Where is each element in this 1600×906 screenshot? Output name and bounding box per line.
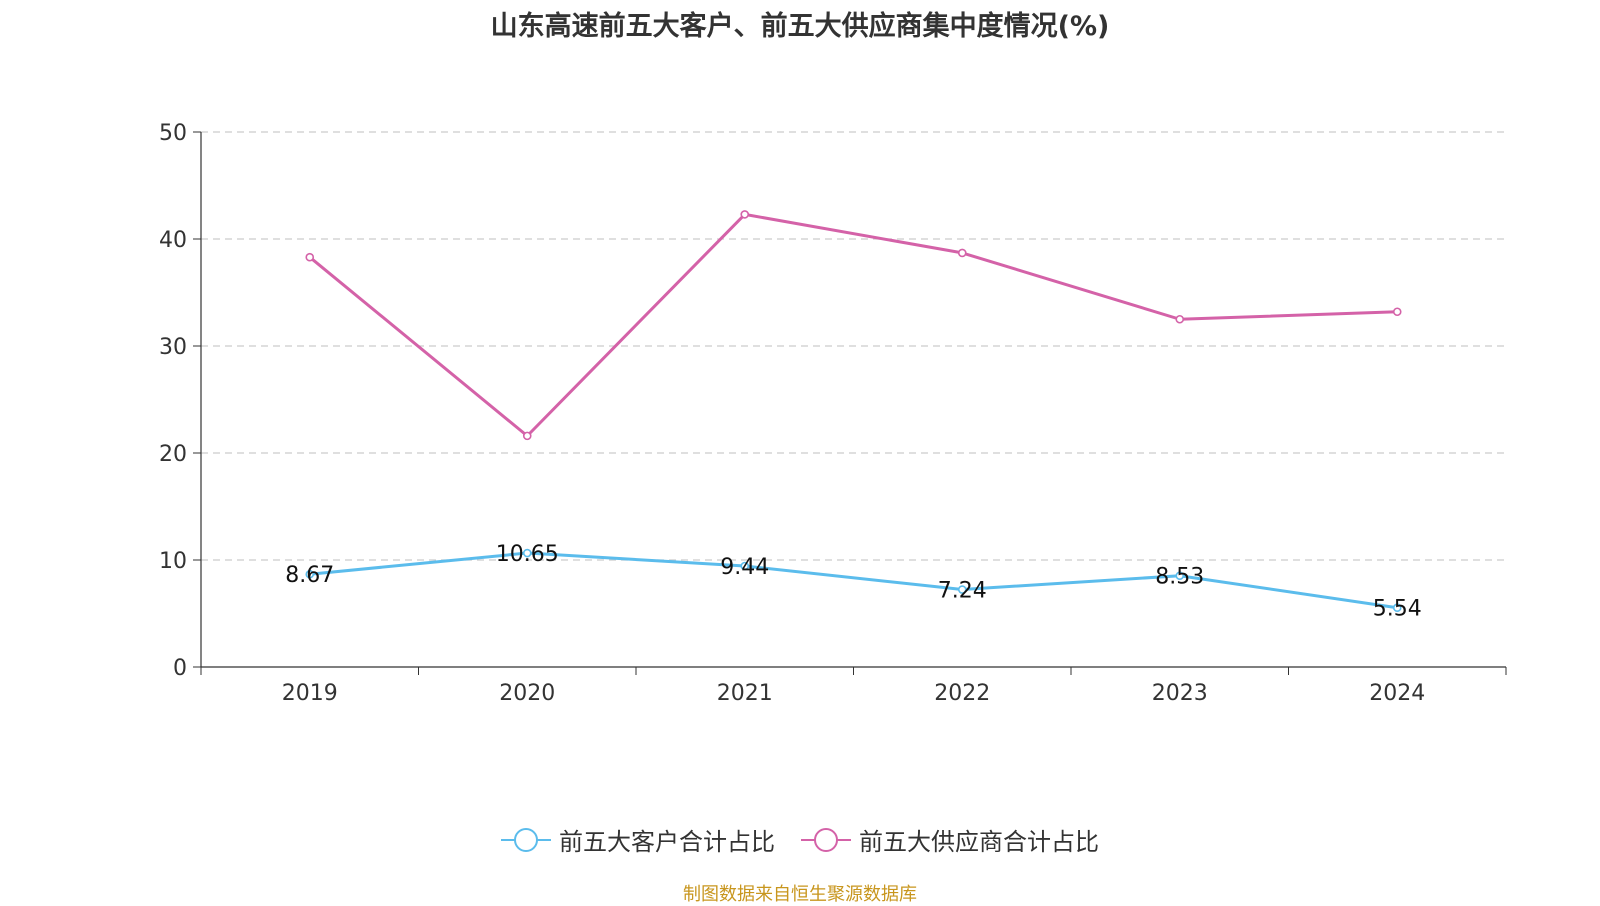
x-tick-label-2024: 2024 [1369, 681, 1425, 706]
data-label-0-2024: 5.54 [1373, 597, 1422, 622]
series-0-point-2021[interactable] [740, 561, 750, 571]
series-line-1[interactable] [308, 212, 1398, 438]
series-0-point-2022[interactable] [957, 585, 967, 594]
source-note: 制图数据来自恒生聚源数据库 [683, 884, 917, 905]
legend-label-customers: 前五大客户合计占比 [559, 828, 775, 856]
gridlines [201, 131, 1506, 561]
y-tick-label-20: 20 [159, 442, 187, 467]
x-tick-label-2019: 2019 [282, 681, 338, 706]
data-label-0-2020: 10.65 [496, 542, 559, 567]
legend-item-customers[interactable]: 前五大客户合计占比 [501, 822, 775, 857]
y-tick-label-10: 10 [159, 549, 187, 574]
x-tick-label-2023: 2023 [1152, 681, 1208, 706]
x-tick-label-2022: 2022 [934, 681, 990, 706]
y-tick-label-50: 50 [159, 121, 187, 146]
data-label-0-2022: 7.24 [938, 579, 987, 604]
legend-marker-suppliers-icon [801, 827, 851, 853]
y-tick-label-0: 0 [173, 656, 187, 681]
series-1-point-2023[interactable] [1175, 314, 1185, 324]
data-label-0-2019: 8.67 [285, 563, 334, 588]
legend-item-suppliers[interactable]: 前五大供应商合计占比 [801, 822, 1099, 857]
series-1-point-2022[interactable] [957, 248, 967, 258]
data-labels: 8.67 10.65 9.44 7.24 8.53 5.54 [285, 542, 1421, 622]
series-1-point-2019[interactable] [305, 252, 315, 262]
series-1-point-2020[interactable] [522, 431, 532, 441]
series-0-point-2019[interactable] [305, 569, 315, 579]
series-0-point-2020[interactable] [522, 548, 532, 558]
legend-marker-customers-icon [501, 827, 551, 853]
x-tick-label-2021: 2021 [717, 681, 773, 706]
series-1-point-2021[interactable] [740, 210, 750, 219]
y-tick-label-30: 30 [159, 335, 187, 360]
series-lines [305, 210, 1402, 613]
axes: 0 10 20 30 40 50 2019 2020 2021 2022 2023 2024 [159, 121, 1507, 706]
series-0-point-2023[interactable] [1175, 571, 1185, 581]
series-0-point-2024[interactable] [1392, 603, 1402, 613]
x-tick-label-2020: 2020 [499, 681, 555, 706]
series-1-point-2024[interactable] [1392, 307, 1402, 317]
data-label-0-2023: 8.53 [1155, 565, 1204, 590]
series-line-0[interactable] [309, 551, 1398, 610]
legend: 前五大客户合计占比 前五大供应商合计占比 [0, 822, 1600, 857]
chart-title: 山东高速前五大客户、前五大供应商集中度情况(%) [490, 11, 1110, 42]
data-label-0-2021: 9.44 [720, 555, 769, 580]
legend-label-suppliers: 前五大供应商合计占比 [859, 828, 1099, 856]
y-tick-label-40: 40 [159, 228, 187, 253]
